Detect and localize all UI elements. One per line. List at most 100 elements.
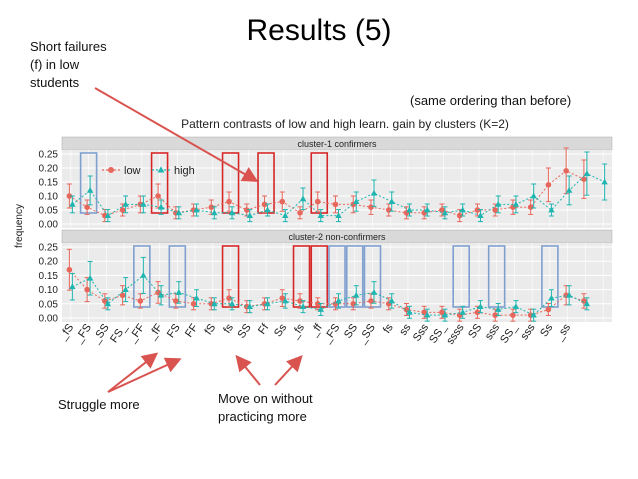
data-point-low — [297, 298, 303, 304]
data-point-low — [332, 201, 339, 208]
data-point-high — [104, 300, 112, 307]
x-tick-label: fs — [221, 321, 236, 335]
x-tick-label: fS — [202, 322, 218, 337]
series-line-high — [72, 274, 588, 316]
y-tick-label: 0.00 — [39, 314, 59, 325]
data-point-low — [581, 176, 587, 182]
y-tick-label: 0.10 — [39, 285, 59, 296]
data-point-high — [246, 212, 253, 218]
data-point-low — [474, 309, 481, 316]
data-point-high — [512, 201, 520, 207]
x-tick-label: FS — [165, 322, 183, 340]
data-point-high — [86, 187, 94, 193]
highlight-box-blue — [79, 152, 98, 214]
data-point-high — [548, 206, 555, 213]
data-point-high — [530, 192, 537, 199]
data-point-high — [193, 206, 200, 213]
data-point-high — [583, 170, 591, 176]
data-point-high — [140, 201, 147, 207]
x-tick-label: fs — [381, 321, 396, 335]
highlight-box-red — [310, 245, 329, 308]
slide-title: Results (5) — [246, 14, 392, 47]
data-point-high — [406, 206, 413, 213]
data-point-high — [494, 201, 502, 207]
y-tick-label: 0.15 — [39, 271, 59, 282]
highlight-box-red — [150, 152, 169, 214]
data-point-high — [494, 306, 502, 312]
highlight-box-blue — [328, 245, 346, 308]
y-tick-label: 0.25 — [39, 243, 59, 254]
y-tick-label: 0.25 — [39, 150, 59, 161]
data-point-high — [317, 212, 324, 218]
data-point-high — [406, 308, 413, 315]
data-point-high — [601, 178, 608, 185]
data-point-low — [155, 193, 161, 199]
data-point-low — [385, 207, 392, 213]
data-point-high — [69, 201, 76, 207]
highlight-box-red — [310, 152, 329, 214]
data-point-low — [66, 193, 73, 199]
data-point-low — [119, 207, 126, 213]
data-point-low — [510, 312, 516, 318]
data-point-high — [335, 212, 342, 218]
arrow-struggle-1 — [107, 352, 159, 393]
data-point-low — [456, 212, 463, 219]
x-tick-label: _FS — [72, 322, 94, 346]
y-tick-label: 0.20 — [39, 257, 59, 268]
data-point-low — [66, 266, 73, 273]
data-point-low — [474, 207, 481, 213]
chart-title: Pattern contrasts of low and high learn.… — [181, 117, 509, 131]
data-point-low — [173, 298, 179, 304]
data-point-high — [282, 212, 289, 218]
data-point-low — [84, 204, 90, 210]
data-point-low — [545, 306, 552, 313]
data-point-low — [368, 204, 374, 210]
x-tick-label: Ss — [272, 321, 289, 339]
data-point-high — [459, 308, 466, 315]
data-point-low — [545, 182, 552, 188]
annotation-ordering: (same ordering than before) — [410, 93, 572, 108]
data-point-high — [565, 187, 573, 193]
legend-item-high: high — [152, 165, 195, 177]
x-tick-label: SS — [466, 322, 484, 341]
data-point-high — [228, 300, 236, 307]
legend-marker — [157, 166, 165, 173]
panel-2: cluster-2 non-confirmers 0.00 0.05 0.10 0.15… — [39, 229, 613, 325]
highlight-box-blue — [345, 245, 364, 308]
y-tick-label: 0.05 — [39, 206, 59, 217]
data-point-low — [190, 301, 197, 307]
data-point-high — [441, 209, 449, 216]
x-tick-label: ssss — [444, 321, 467, 346]
data-point-low — [279, 295, 286, 301]
data-point-low — [492, 312, 498, 318]
highlight-box-blue — [487, 245, 506, 308]
data-point-low — [581, 298, 587, 304]
y-tick-label: 0.00 — [39, 220, 59, 231]
data-point-low — [243, 207, 250, 213]
y-tick-label: 0.20 — [39, 164, 59, 175]
data-point-high — [86, 274, 94, 281]
data-point-low — [527, 204, 534, 210]
x-tick-label: _FF — [126, 322, 148, 346]
arrow-move-on-2 — [274, 355, 303, 386]
panel-strip-label: cluster-1 confirmers — [297, 139, 377, 149]
data-point-high — [477, 212, 484, 218]
data-point-high — [246, 303, 253, 310]
series-high — [69, 256, 591, 322]
data-point-low — [226, 295, 232, 301]
x-tick-label: _SS — [89, 322, 111, 347]
data-point-low — [137, 298, 144, 304]
data-point-low — [208, 204, 215, 210]
series-high — [69, 151, 608, 223]
data-point-high — [317, 306, 324, 312]
x-tick-label: sss — [518, 321, 538, 342]
data-point-high — [583, 300, 591, 307]
data-point-high — [264, 300, 271, 307]
x-tick-label: FF — [183, 322, 201, 340]
annotation-move-on: Move on without practicing more — [218, 391, 313, 424]
data-point-low — [297, 210, 303, 216]
data-point-high — [424, 206, 431, 213]
data-point-low — [439, 207, 445, 213]
data-point-low — [226, 198, 232, 205]
annotation-short-failures: Short failures (f) in low students — [30, 39, 107, 90]
